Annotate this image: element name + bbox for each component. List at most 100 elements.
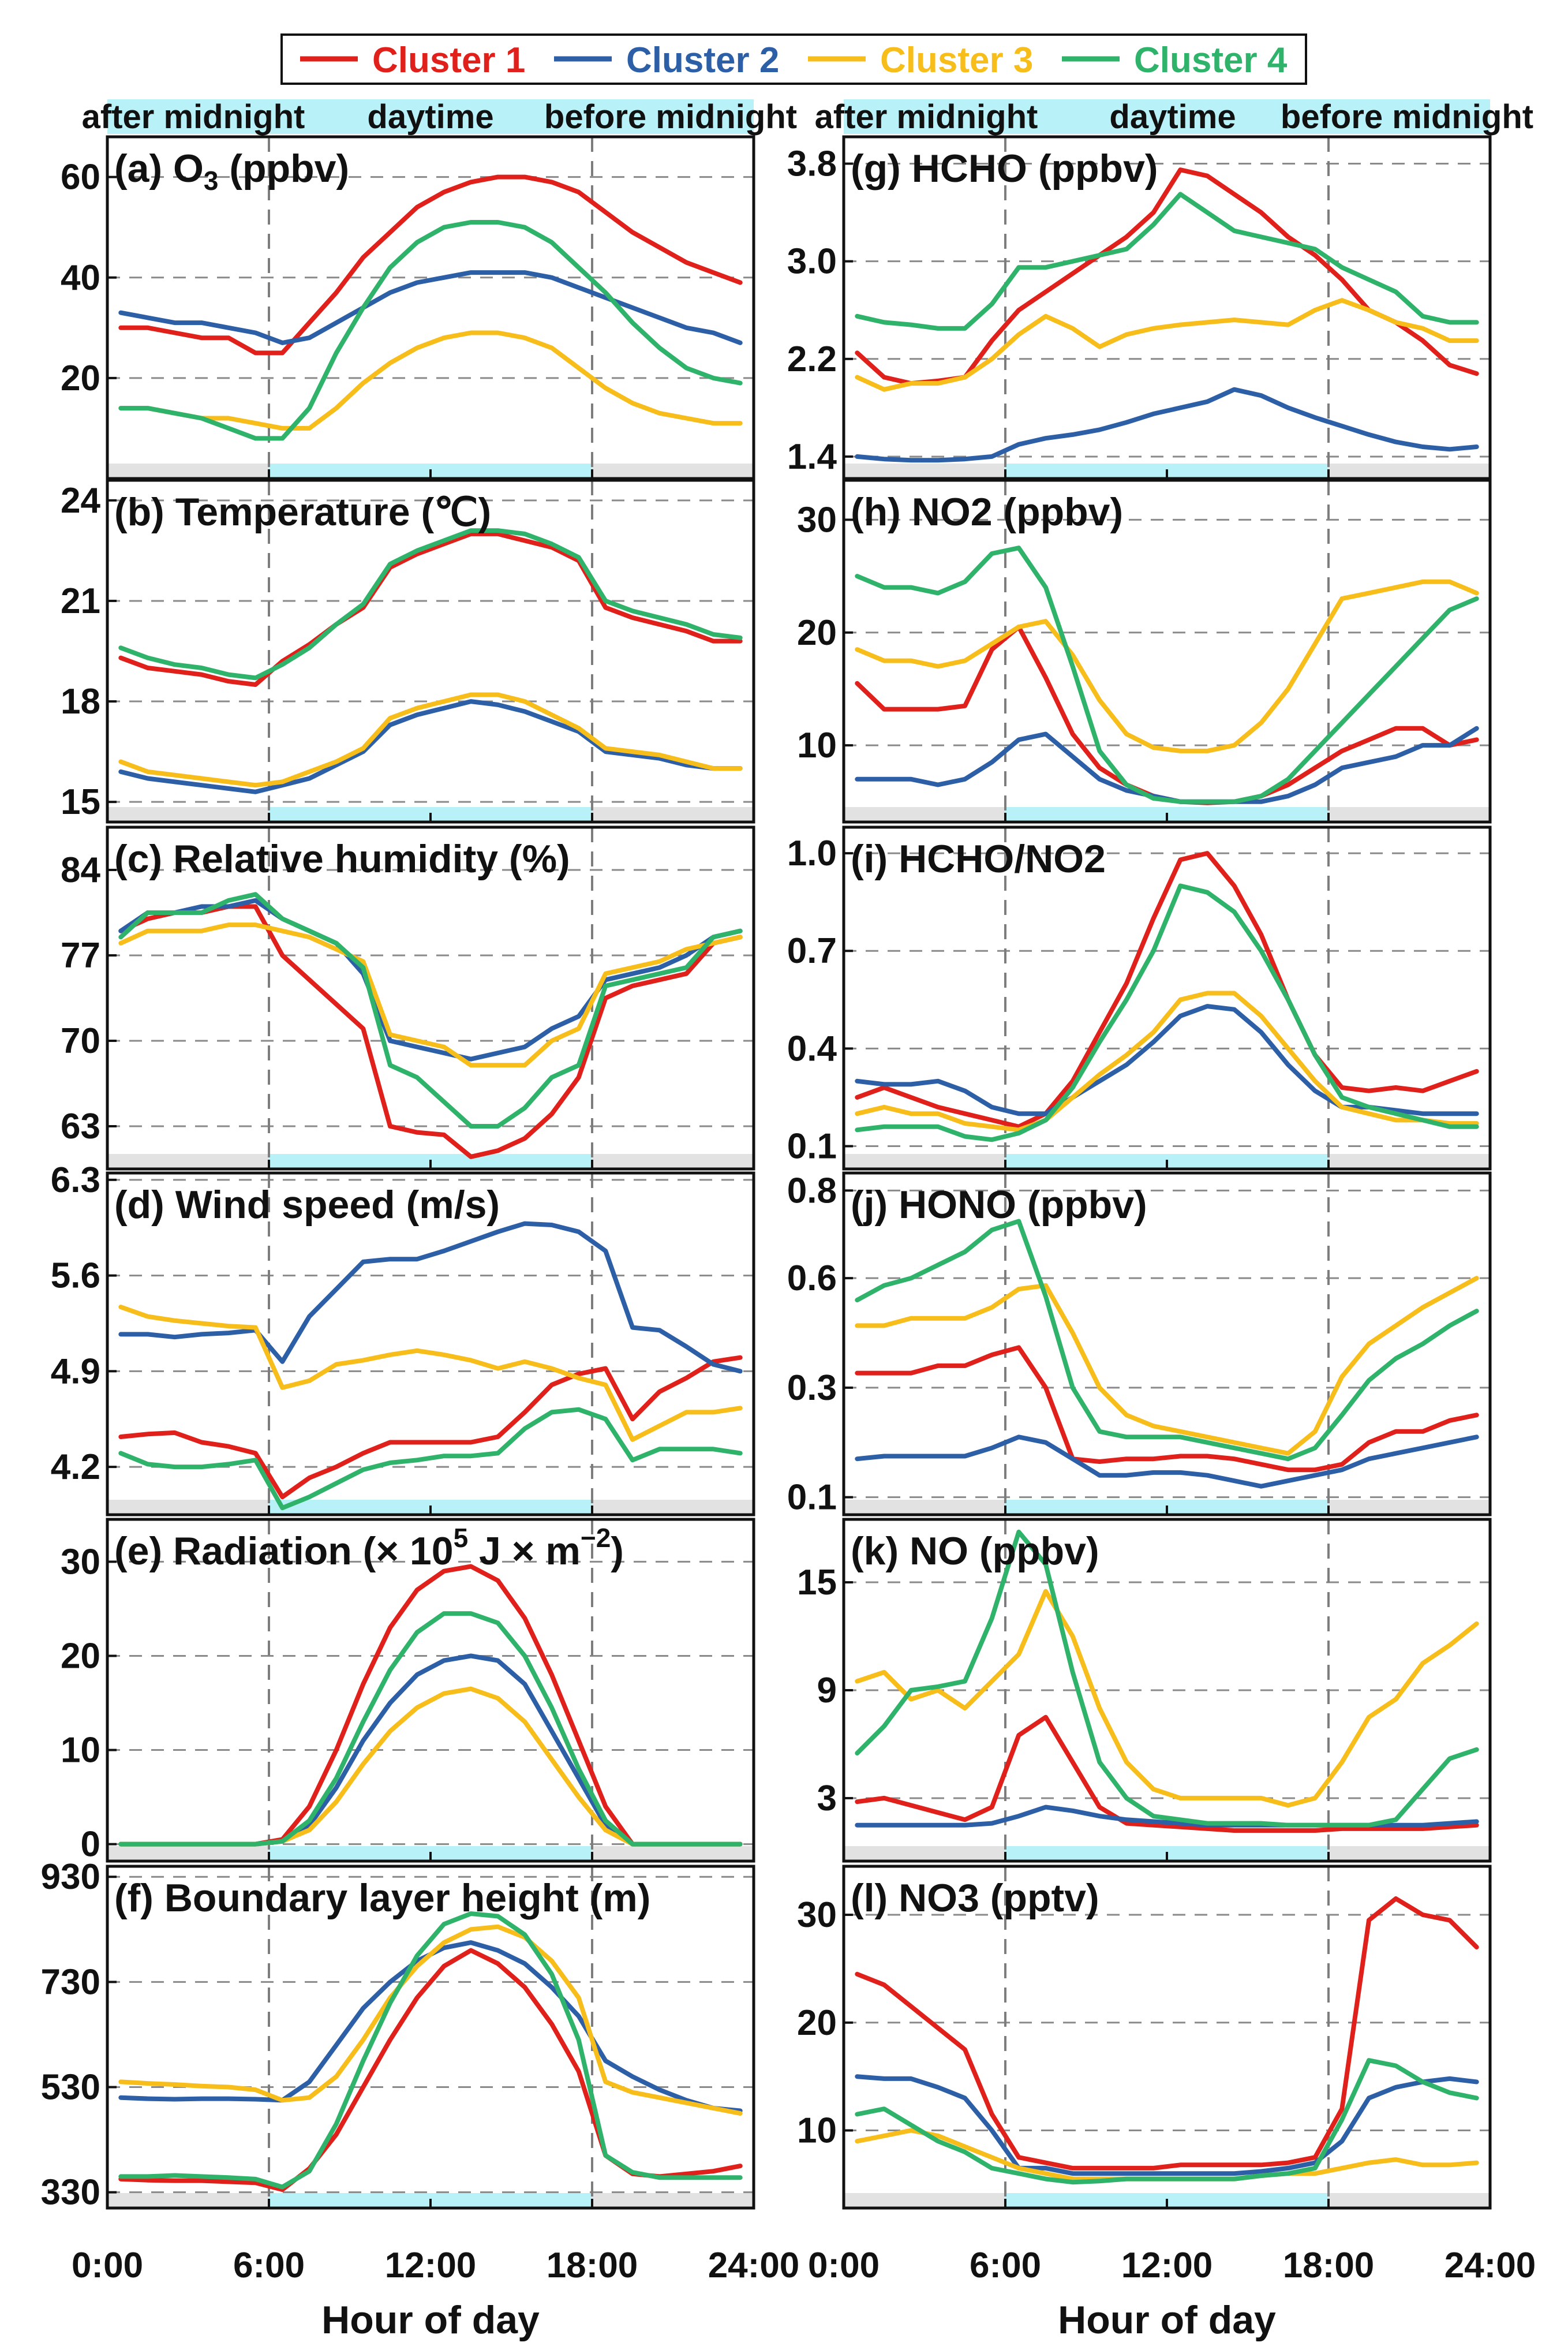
y-tick-label: 1.4 — [787, 437, 837, 477]
legend-item-1: Cluster 1 — [300, 40, 525, 80]
series-line-cluster-3 — [855, 1589, 1479, 1808]
panel-frame — [842, 1518, 1492, 1863]
series-line-cluster-1 — [118, 1355, 743, 1500]
x-tick-label: 6:00 — [970, 2246, 1041, 2285]
y-tick-label: 0.3 — [787, 1368, 837, 1408]
legend-label-1: Cluster 1 — [372, 40, 525, 80]
panel-8: 10 20 30 (h) NO2 (ppbv) — [797, 479, 1492, 824]
series-line-cluster-4 — [855, 192, 1479, 331]
series-line-cluster-1 — [855, 1345, 1479, 1473]
y-tick-label: 10 — [797, 2111, 837, 2151]
series-line-cluster-1 — [855, 851, 1479, 1129]
panel-label: (i) HCHO/NO2 — [851, 837, 1106, 881]
series-line-cluster-3 — [855, 298, 1479, 392]
y-tick-label: 30 — [797, 500, 837, 540]
series-line-cluster-3 — [118, 330, 743, 431]
legend-label-3: Cluster 3 — [880, 40, 1033, 80]
panel-12: 10 20 30 (l) NO3 (pptv) — [797, 1865, 1492, 2210]
panel-label: (l) NO3 (pptv) — [851, 1876, 1099, 1920]
y-tick-label: 63 — [61, 1107, 100, 1146]
y-tick-label: 4.9 — [51, 1351, 100, 1391]
panel-9: 0.1 0.4 0.7 1.0 (i) HCHO/NO2 — [787, 825, 1492, 1171]
y-tick-label: 0.4 — [787, 1029, 837, 1069]
period-label-after-midnight-right: after midnight — [815, 98, 1038, 136]
y-tick-label: 20 — [61, 358, 100, 398]
panel-frame — [842, 825, 1492, 1171]
legend-label-2: Cluster 2 — [626, 40, 779, 80]
period-label-after-midnight-left: after midnight — [82, 98, 305, 136]
y-tick-label: 21 — [61, 581, 100, 621]
y-tick-label: 730 — [41, 1962, 100, 2002]
panel-frame — [842, 1865, 1492, 2210]
y-tick-label: 330 — [41, 2173, 100, 2213]
panel-2: 15 18 21 24 (b) Temperature (℃) — [61, 479, 755, 824]
panel-frame — [106, 1865, 755, 2210]
x-tick-label: 0:00 — [808, 2246, 880, 2285]
panel-5: 0 10 20 30 (e) Radiation (× 105 J × m−2) — [61, 1518, 755, 1865]
y-tick-label: 40 — [61, 258, 100, 298]
y-tick-label: 0.1 — [787, 1127, 837, 1167]
y-tick-label: 3 — [817, 1779, 837, 1818]
y-tick-label: 30 — [61, 1542, 100, 1582]
series-line-cluster-3 — [855, 579, 1479, 753]
y-tick-label: 10 — [61, 1731, 100, 1770]
y-tick-label: 18 — [61, 682, 100, 722]
legend: Cluster 1 Cluster 2 Cluster 3 Cluster 4 — [280, 33, 1307, 85]
legend-item-2: Cluster 2 — [554, 40, 779, 80]
panel-frame — [106, 825, 755, 1171]
y-tick-label: 3.8 — [787, 144, 837, 184]
y-tick-label: 15 — [61, 782, 100, 822]
series-line-cluster-2 — [118, 699, 743, 794]
x-tick-label: 6:00 — [233, 2246, 305, 2285]
y-tick-label: 77 — [61, 936, 100, 976]
panel-label: (a) O3 (ppbv) — [114, 147, 349, 196]
panel-11: 3 9 15 (k) NO (ppbv) — [797, 1518, 1492, 1863]
y-tick-label: 1.0 — [787, 834, 837, 873]
panel-frame — [106, 135, 755, 480]
x-tick-label: 18:00 — [547, 2246, 638, 2285]
series-line-cluster-1 — [855, 1896, 1479, 2171]
series-line-cluster-4 — [118, 528, 743, 681]
y-tick-label: 84 — [61, 850, 100, 890]
panel-4: 4.2 4.9 5.6 6.3 (d) Wind speed (m/s) — [51, 1160, 755, 1516]
series-line-cluster-4 — [118, 1611, 743, 1847]
panel-label: (d) Wind speed (m/s) — [114, 1183, 500, 1227]
y-tick-label: 24 — [61, 481, 100, 521]
y-tick-label: 20 — [797, 2003, 837, 2043]
panel-frame — [106, 1518, 755, 1863]
series-line-cluster-1 — [118, 174, 743, 356]
x-tick-label: 24:00 — [1444, 2246, 1536, 2285]
panel-1: 20 40 60 (a) O3 (ppbv) — [61, 135, 755, 480]
y-tick-label: 0.8 — [787, 1171, 837, 1211]
panel-frame — [106, 1171, 755, 1516]
series-line-cluster-1 — [855, 1714, 1479, 1833]
panel-label: (e) Radiation (× 105 J × m−2) — [114, 1523, 624, 1573]
x-tick-label: 24:00 — [708, 2246, 800, 2285]
period-label-before-midnight-left: before midnight — [544, 98, 797, 136]
y-tick-label: 10 — [797, 726, 837, 765]
x-tick-label: 12:00 — [1121, 2246, 1213, 2285]
series-line-cluster-3 — [118, 1305, 743, 1442]
series-line-cluster-3 — [118, 692, 743, 788]
panel-label: (h) NO2 (ppbv) — [851, 490, 1123, 534]
series-line-cluster-4 — [118, 1407, 743, 1511]
y-tick-label: 0.7 — [787, 931, 837, 971]
series-line-cluster-2 — [855, 387, 1479, 463]
panel-label: (g) HCHO (ppbv) — [851, 147, 1158, 190]
y-tick-label: 70 — [61, 1021, 100, 1061]
series-line-cluster-4 — [855, 1219, 1479, 1462]
period-band-daytime-left — [107, 99, 754, 134]
panel-frame — [106, 479, 755, 824]
y-tick-label: 530 — [41, 2068, 100, 2108]
panel-label: (j) HONO (ppbv) — [851, 1183, 1147, 1227]
y-tick-label: 0.1 — [787, 1478, 837, 1518]
x-axis-title-right: Hour of day — [1058, 2298, 1276, 2342]
panel-frame — [842, 1171, 1492, 1516]
series-line-cluster-2 — [118, 898, 743, 1062]
panel-frame — [842, 135, 1492, 480]
period-label-daytime-left: daytime — [367, 98, 493, 136]
x-axis-left: 0:00 6:00 12:00 18:00 24:00 Hour of day — [72, 2246, 799, 2342]
series-line-cluster-4 — [118, 892, 743, 1129]
panel-7: 1.4 2.2 3.0 3.8 (g) HCHO (ppbv) — [787, 135, 1492, 480]
legend-label-4: Cluster 4 — [1134, 40, 1288, 80]
